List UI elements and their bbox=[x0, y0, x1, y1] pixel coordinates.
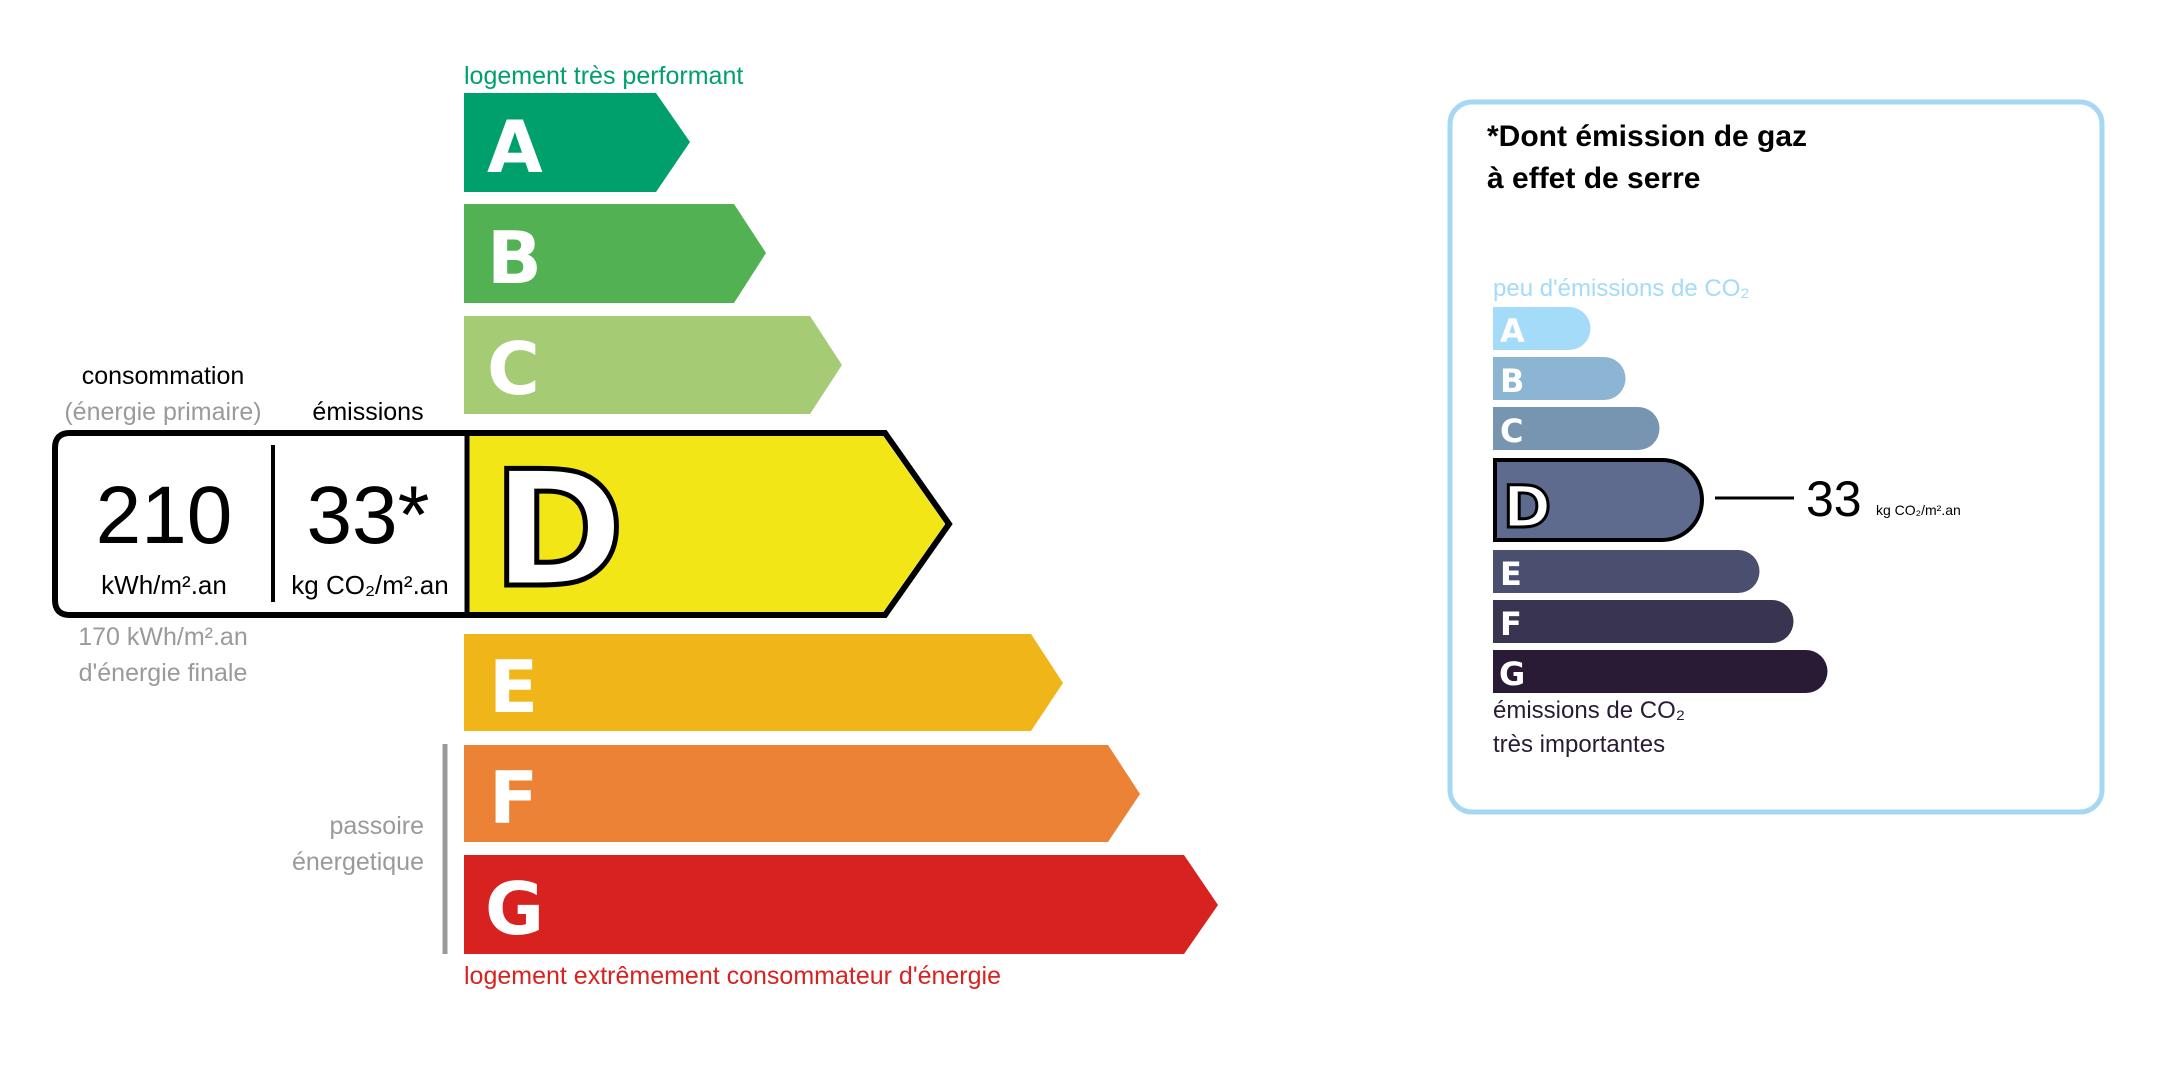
final-energy-value: 170 kWh/m².an bbox=[78, 623, 248, 651]
bottom-label: logement extrêmement consommateur d'éner… bbox=[464, 962, 1001, 990]
consumption-label: consommation bbox=[82, 362, 245, 390]
passoire-label-2: énergetique bbox=[292, 848, 424, 876]
energy-scale: logement très performant A B C D E F G l… bbox=[52, 62, 1218, 990]
ges-bar-c bbox=[1493, 407, 1660, 450]
energy-letter-e: E bbox=[489, 645, 538, 729]
ges-bar-a bbox=[1493, 307, 1591, 350]
ges-letter-d: D bbox=[1503, 473, 1551, 541]
ges-bar-g bbox=[1493, 650, 1828, 693]
ges-letter-a: A bbox=[1500, 312, 1525, 350]
consumption-sublabel: (énergie primaire) bbox=[64, 398, 261, 426]
energy-letter-d: D bbox=[492, 436, 625, 623]
energy-bar-d bbox=[468, 436, 945, 612]
top-label: logement très performant bbox=[464, 62, 743, 90]
ges-panel: *Dont émission de gaz à effet de serre p… bbox=[1447, 99, 2105, 815]
ges-letter-g: G bbox=[1499, 655, 1525, 693]
ges-letter-f: F bbox=[1500, 605, 1522, 643]
energy-letter-a: A bbox=[487, 105, 543, 189]
ges-bar-e bbox=[1493, 550, 1760, 593]
passoire-label-1: passoire bbox=[330, 812, 425, 840]
ges-unit: kg CO₂/m².an bbox=[1876, 502, 1961, 518]
energy-bar-e bbox=[464, 634, 1063, 731]
consumption-unit: kWh/m².an bbox=[101, 570, 227, 600]
energy-letter-f: F bbox=[489, 756, 538, 840]
ges-bar-f bbox=[1493, 600, 1794, 643]
energy-bar-a bbox=[464, 93, 690, 192]
energy-bar-c bbox=[464, 316, 842, 414]
ges-letter-c: C bbox=[1500, 412, 1523, 450]
ges-bottom-label-1: émissions de CO₂ bbox=[1493, 697, 1685, 724]
consumption-value: 210 bbox=[96, 470, 233, 561]
ges-bar-b bbox=[1493, 357, 1626, 400]
emissions-unit: kg CO₂/m².an bbox=[291, 570, 448, 600]
energy-letter-c: C bbox=[487, 327, 540, 411]
energy-bar-b bbox=[464, 204, 766, 303]
ges-letter-e: E bbox=[1500, 555, 1522, 593]
ges-letter-b: B bbox=[1500, 362, 1524, 400]
emissions-value: 33* bbox=[306, 470, 429, 561]
ges-bar-d bbox=[1493, 458, 1704, 542]
energy-bar-g bbox=[464, 855, 1218, 954]
energy-letter-g: G bbox=[485, 867, 544, 951]
final-energy-label: d'énergie finale bbox=[79, 659, 248, 687]
energy-bar-f bbox=[464, 745, 1140, 842]
ges-title-2: à effet de serre bbox=[1487, 162, 1700, 195]
ges-bottom-label-2: très importantes bbox=[1493, 731, 1665, 758]
ges-title-1: *Dont émission de gaz bbox=[1487, 120, 1807, 153]
energy-letter-b: B bbox=[487, 216, 542, 300]
emissions-label: émissions bbox=[312, 398, 423, 426]
ges-top-label: peu d'émissions de CO₂ bbox=[1493, 275, 1750, 302]
ges-value: 33 bbox=[1806, 471, 1862, 527]
